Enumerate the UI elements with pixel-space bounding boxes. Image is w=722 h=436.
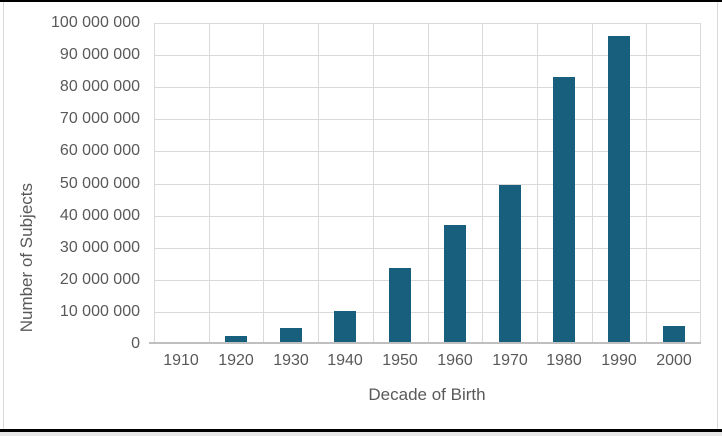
x-tick-label: 1990 bbox=[601, 352, 637, 369]
x-axis-title-text: Decade of Birth bbox=[368, 385, 486, 404]
y-tick-label: 30 000 000 bbox=[59, 239, 140, 256]
bar-1970 bbox=[499, 185, 521, 342]
y-tick-label: 60 000 000 bbox=[59, 142, 140, 159]
y-tick-label: 80 000 000 bbox=[59, 78, 140, 95]
y-tick-label: 70 000 000 bbox=[59, 110, 140, 127]
gridline-horizontal bbox=[154, 280, 701, 281]
window-bottom-strip bbox=[0, 432, 722, 436]
y-tick-label: 90 000 000 bbox=[59, 46, 140, 63]
x-axis-line bbox=[149, 342, 701, 344]
gridline-horizontal bbox=[154, 119, 701, 120]
gridline-horizontal bbox=[154, 216, 701, 217]
gridline-horizontal bbox=[154, 248, 701, 249]
x-tick-label: 1960 bbox=[437, 352, 473, 369]
bar-2000 bbox=[663, 326, 685, 342]
bar-1960 bbox=[444, 225, 466, 342]
window-bottom-border bbox=[0, 429, 722, 432]
bar-1990 bbox=[608, 36, 630, 342]
x-tick-label: 1950 bbox=[382, 352, 418, 369]
gridline-horizontal bbox=[154, 312, 701, 313]
gridline-vertical bbox=[154, 23, 155, 344]
gridline-horizontal bbox=[154, 55, 701, 56]
y-tick-label: 100 000 000 bbox=[51, 14, 140, 31]
chart-object-left-border bbox=[3, 2, 4, 429]
bar-1980 bbox=[553, 77, 575, 342]
bar-1930 bbox=[280, 328, 302, 342]
x-tick-label: 1930 bbox=[273, 352, 309, 369]
gridline-vertical bbox=[537, 23, 538, 344]
x-tick-label: 1980 bbox=[546, 352, 582, 369]
x-tick-label: 1940 bbox=[327, 352, 363, 369]
x-tick-label: 1910 bbox=[163, 352, 199, 369]
gridline-vertical bbox=[646, 23, 647, 344]
bar-1950 bbox=[389, 268, 411, 342]
gridline-vertical bbox=[482, 23, 483, 344]
y-tick-label: 0 bbox=[131, 335, 140, 352]
x-tick-label: 1970 bbox=[492, 352, 528, 369]
y-tick-label: 40 000 000 bbox=[59, 207, 140, 224]
gridline-vertical bbox=[209, 23, 210, 344]
gridline-vertical bbox=[592, 23, 593, 344]
gridline-vertical bbox=[700, 23, 701, 344]
y-tick-label: 50 000 000 bbox=[59, 175, 140, 192]
gridline-horizontal bbox=[154, 23, 701, 24]
chart-object-right-border bbox=[717, 2, 718, 429]
gridline-vertical bbox=[318, 23, 319, 344]
gridline-horizontal bbox=[154, 151, 701, 152]
gridline-vertical bbox=[428, 23, 429, 344]
gridline-vertical bbox=[263, 23, 264, 344]
plot-area bbox=[149, 23, 701, 344]
gridline-horizontal bbox=[154, 184, 701, 185]
x-tick-label: 1920 bbox=[218, 352, 254, 369]
window-top-border bbox=[0, 0, 722, 2]
gridline-vertical bbox=[373, 23, 374, 344]
x-tick-label: 2000 bbox=[656, 352, 692, 369]
y-tick-label: 10 000 000 bbox=[59, 303, 140, 320]
bar-1920 bbox=[225, 336, 247, 342]
bar-1940 bbox=[334, 311, 356, 342]
y-tick-label: 20 000 000 bbox=[59, 271, 140, 288]
gridline-horizontal bbox=[154, 87, 701, 88]
